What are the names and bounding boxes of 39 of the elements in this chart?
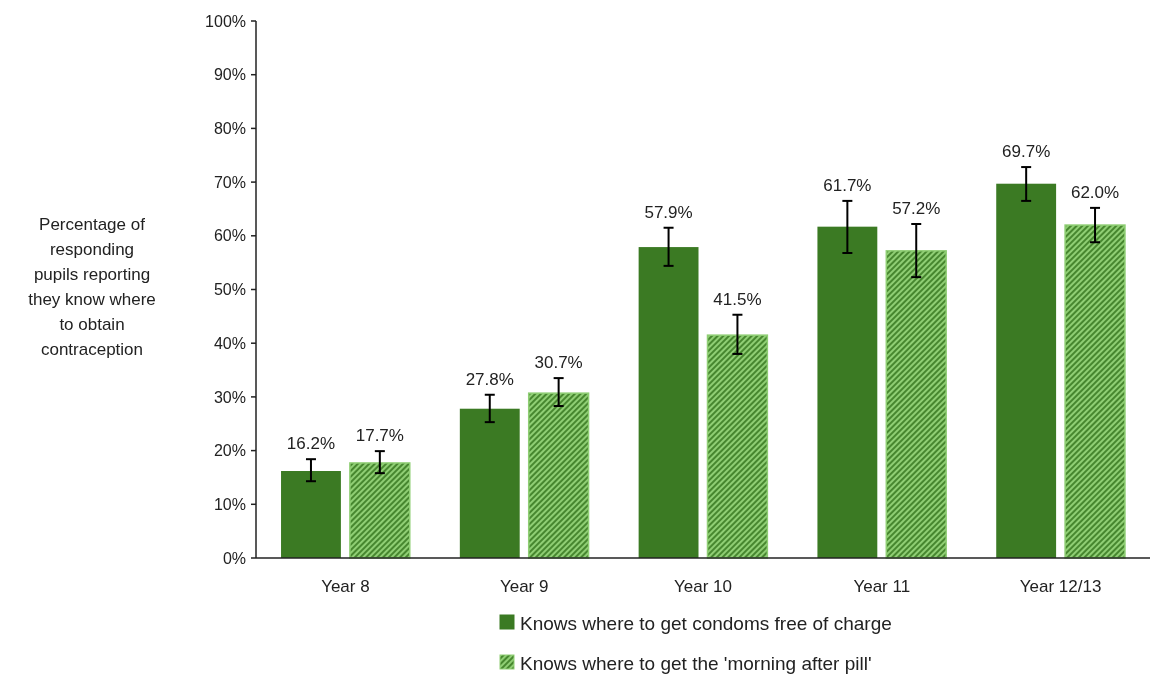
y-tick-label: 30% <box>213 388 246 406</box>
data-label: 17.7% <box>355 426 404 446</box>
y-tick-label: 90% <box>213 66 246 84</box>
bar <box>706 334 769 559</box>
legend-label: Knows where to get the 'morning after pill' <box>520 652 872 674</box>
y-tick-label: 0% <box>222 549 246 567</box>
y-tick-label: 100% <box>205 12 246 30</box>
y-tick-label: 40% <box>213 334 246 352</box>
data-label: 69.7% <box>1002 142 1051 162</box>
data-label: 27.8% <box>465 369 514 389</box>
x-tick-label: Year 10 <box>674 577 732 596</box>
x-tick-label: Year 9 <box>499 577 549 596</box>
data-label: 61.7% <box>823 175 872 195</box>
bar <box>349 462 411 559</box>
data-label: 16.2% <box>286 434 336 454</box>
data-label: 30.7% <box>534 353 583 373</box>
bar <box>638 247 699 558</box>
bar <box>817 226 878 558</box>
y-tick-label: 80% <box>213 120 246 137</box>
y-tick-label: 60% <box>213 227 246 245</box>
bar <box>527 392 590 559</box>
bar <box>459 408 520 558</box>
data-label: 57.2% <box>892 198 941 218</box>
legend-label: Knows where to get condoms free of charge <box>520 612 892 634</box>
x-tick-label: Year 11 <box>853 577 911 596</box>
bar <box>281 471 341 558</box>
y-axis-title: Percentage of responding pupils reporting they know where to obtain contraception <box>28 214 156 359</box>
data-label: 41.5% <box>713 289 762 309</box>
bar <box>1064 224 1126 559</box>
x-tick-label: Year 8 <box>321 577 370 596</box>
y-tick-label: 70% <box>213 173 246 191</box>
bar <box>885 250 947 559</box>
x-tick-label: Year 12/13 <box>1019 577 1102 596</box>
bar <box>996 183 1057 558</box>
data-label: 57.9% <box>644 202 693 222</box>
data-label: 62.0% <box>1070 182 1120 202</box>
y-tick-label: 50% <box>213 281 246 299</box>
y-tick-label: 20% <box>213 442 246 460</box>
y-tick-label: 10% <box>213 495 246 513</box>
